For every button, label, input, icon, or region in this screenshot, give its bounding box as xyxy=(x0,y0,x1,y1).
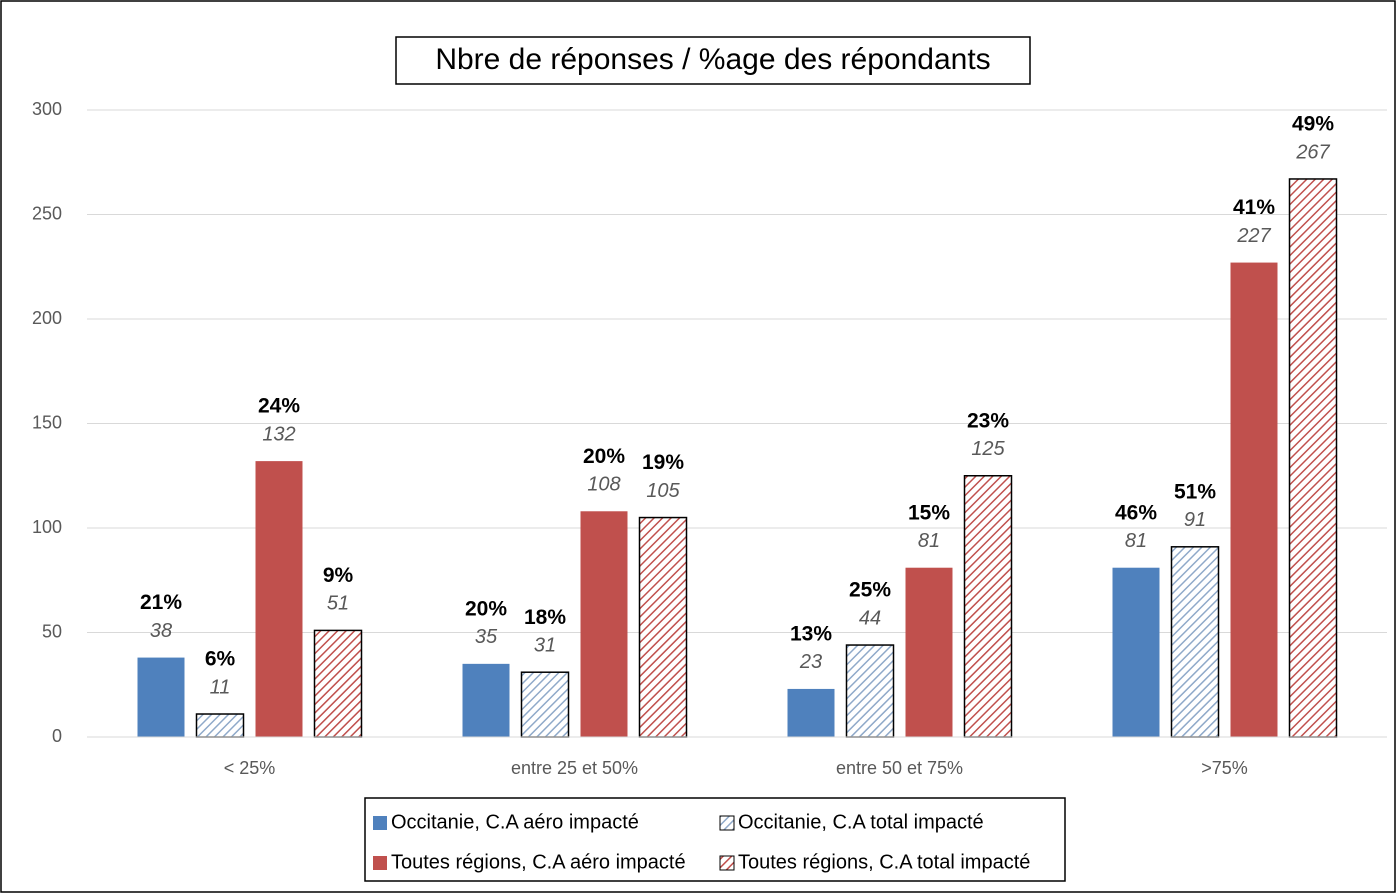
percent-label: 49% xyxy=(1292,113,1334,136)
bar xyxy=(1230,262,1278,737)
bar xyxy=(787,688,835,737)
legend-box xyxy=(364,797,1066,882)
percent-label: 20% xyxy=(583,445,625,468)
y-tick-label: 50 xyxy=(42,621,62,641)
percent-label: 23% xyxy=(967,409,1009,432)
value-label: 81 xyxy=(918,530,940,552)
y-tick-label: 250 xyxy=(32,203,62,223)
y-tick-label: 100 xyxy=(32,517,62,537)
value-label: 108 xyxy=(587,474,620,496)
percent-label: 18% xyxy=(524,606,566,629)
bar xyxy=(905,567,953,737)
y-tick-label: 300 xyxy=(32,99,62,119)
percent-label: 21% xyxy=(140,591,182,614)
y-tick-label: 200 xyxy=(32,308,62,328)
value-label: 31 xyxy=(534,634,556,656)
value-label: 44 xyxy=(859,607,881,629)
value-label: 11 xyxy=(210,676,231,698)
value-label: 132 xyxy=(262,423,295,445)
percent-label: 19% xyxy=(642,451,684,474)
value-label: 125 xyxy=(971,438,1005,460)
chart-title: Nbre de réponses / %age des répondants xyxy=(435,43,990,76)
bar xyxy=(1170,546,1220,738)
legend-swatch xyxy=(719,855,735,871)
bar xyxy=(520,671,570,738)
value-label: 35 xyxy=(475,626,498,648)
x-tick-label: >75% xyxy=(1201,758,1248,778)
bar xyxy=(313,629,363,738)
percent-label: 9% xyxy=(323,564,354,587)
value-label: 267 xyxy=(1295,141,1330,163)
percent-label: 13% xyxy=(790,622,832,645)
bar xyxy=(255,461,303,737)
y-tick-label: 150 xyxy=(32,412,62,432)
value-label: 81 xyxy=(1125,530,1147,552)
percent-label: 41% xyxy=(1233,196,1275,219)
percent-label: 46% xyxy=(1115,501,1157,524)
value-label: 91 xyxy=(1184,509,1206,531)
title-box xyxy=(395,36,1031,85)
x-tick-label: < 25% xyxy=(224,758,276,778)
percent-label: 6% xyxy=(205,648,236,671)
bar xyxy=(1288,178,1338,738)
value-label: 105 xyxy=(646,480,680,502)
legend-swatch xyxy=(373,856,387,870)
value-label: 23 xyxy=(799,651,822,673)
legend-swatch xyxy=(373,816,387,830)
percent-label: 51% xyxy=(1174,480,1216,503)
percent-label: 25% xyxy=(849,579,891,602)
percent-label: 20% xyxy=(465,597,507,620)
bar xyxy=(1112,567,1160,737)
bar xyxy=(137,657,185,737)
legend-label: Toutes régions, C.A aéro impacté xyxy=(391,851,686,873)
bar xyxy=(845,644,895,738)
legend-label: Occitanie, C.A aéro impacté xyxy=(391,811,639,833)
bar xyxy=(462,663,510,737)
value-label: 38 xyxy=(150,620,172,642)
percent-label: 24% xyxy=(258,395,300,418)
y-tick-label: 0 xyxy=(52,726,62,746)
percent-label: 15% xyxy=(908,501,950,524)
legend-label: Toutes régions, C.A total impacté xyxy=(738,851,1030,873)
bar xyxy=(638,516,688,738)
bar xyxy=(195,713,245,738)
legend-swatch xyxy=(719,815,735,831)
x-tick-label: entre 25 et 50% xyxy=(511,758,638,778)
value-label: 51 xyxy=(327,593,349,615)
bar xyxy=(963,475,1013,738)
x-tick-label: entre 50 et 75% xyxy=(836,758,963,778)
legend-label: Occitanie, C.A total impacté xyxy=(738,811,984,833)
value-label: 227 xyxy=(1236,225,1271,247)
bar xyxy=(580,511,628,737)
